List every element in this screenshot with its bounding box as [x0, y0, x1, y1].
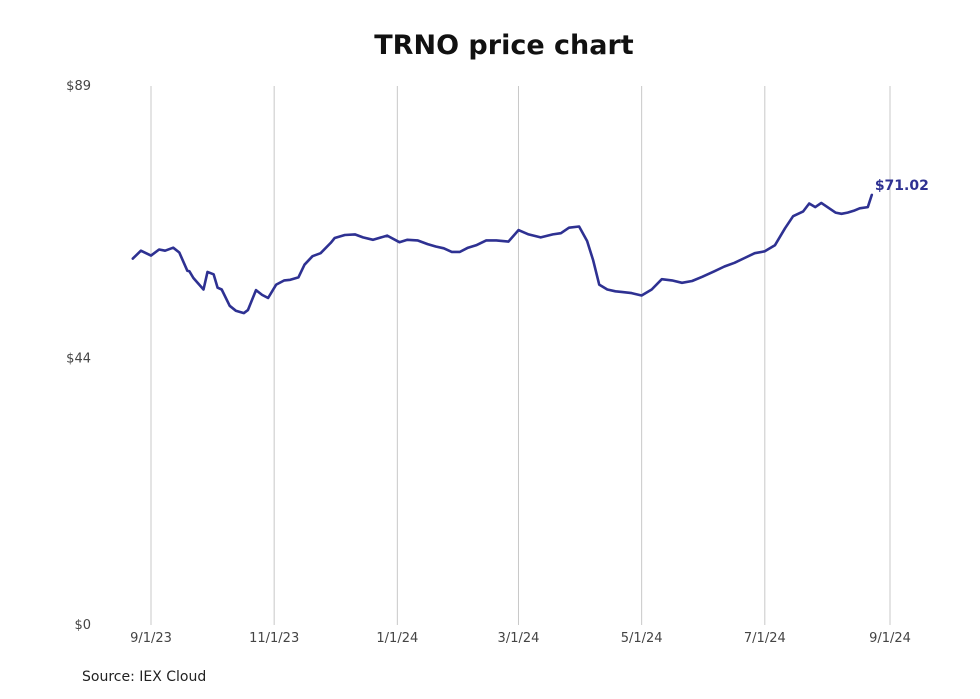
x-tick-label: 3/1/24: [498, 631, 540, 646]
source-note: Source: IEX Cloud: [82, 669, 207, 685]
x-axis-ticks: 9/1/23 11/1/23 1/1/24 3/1/24 5/1/24 7/1/24 9/1…: [130, 631, 911, 646]
y-tick-label: $0: [74, 618, 91, 633]
y-tick-label: $89: [66, 79, 91, 94]
x-tick-label: 7/1/24: [744, 631, 786, 646]
x-tick-label: 1/1/24: [376, 631, 418, 646]
vertical-gridlines: [150, 86, 891, 625]
price-line: [131, 193, 874, 315]
x-tick-label: 9/1/23: [130, 631, 172, 646]
x-tick-label: 9/1/24: [869, 631, 911, 646]
x-tick-label: 11/1/23: [249, 631, 299, 646]
chart-title: TRNO price chart: [374, 30, 634, 61]
y-axis-ticks: $89 $44 $0: [66, 79, 91, 633]
last-price-label: $71.02: [875, 178, 929, 194]
x-tick-label: 5/1/24: [621, 631, 663, 646]
y-tick-label: $44: [66, 352, 91, 367]
